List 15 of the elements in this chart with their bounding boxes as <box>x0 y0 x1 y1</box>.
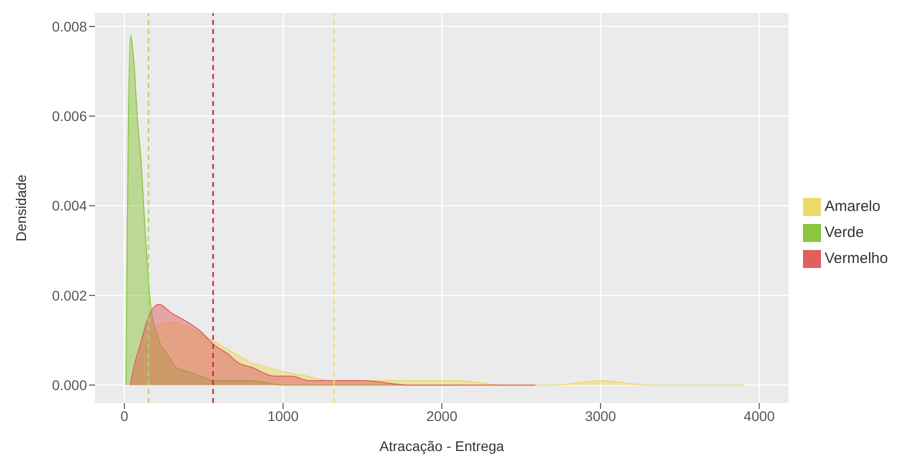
legend-label: Vermelho <box>824 250 888 267</box>
x-axis-title: Atracação - Entrega <box>380 438 504 454</box>
y-tick-label: 0.006 <box>52 108 88 124</box>
x-tick-label: 1000 <box>268 408 299 424</box>
legend-label: Verde <box>824 224 864 241</box>
y-tick-label: 0.000 <box>52 377 88 394</box>
y-tick-label: 0.008 <box>52 18 88 34</box>
x-tick-label: 2000 <box>426 408 458 424</box>
y-tick-label: 0.002 <box>52 287 88 304</box>
y-tick-label: 0.004 <box>52 198 88 214</box>
legend-label: Amarelo <box>824 198 880 215</box>
x-tick-label: 0 <box>120 408 128 424</box>
y-axis-title: Densidade <box>12 174 29 242</box>
x-tick-label: 4000 <box>744 408 776 424</box>
x-tick-label: 3000 <box>584 408 616 424</box>
